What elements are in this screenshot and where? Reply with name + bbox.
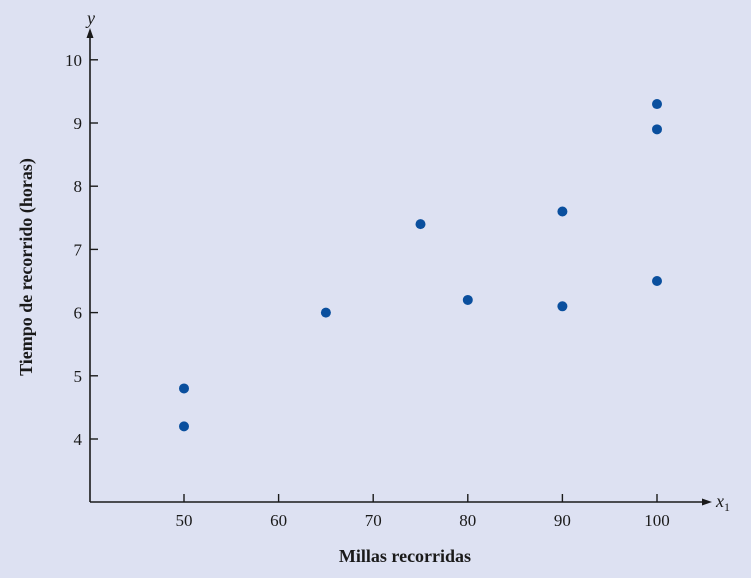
x-axis-variable: x [715,491,724,511]
y-tick-label: 8 [74,177,83,196]
x-tick-label: 100 [644,511,670,530]
x-axis-arrow [702,498,712,506]
data-point [557,206,568,217]
data-point [557,301,568,312]
y-tick-label: 7 [74,240,83,259]
data-point [179,383,189,394]
data-point [462,294,473,305]
y-tick-label: 9 [74,114,83,133]
x-axis-variable-subscript: 1 [724,500,730,514]
data-point [179,421,189,432]
x-axis-title: Millas recorridas [339,546,471,566]
x-tick-label: 70 [365,511,382,530]
data-point [652,124,662,135]
x-tick-label: 80 [459,511,476,530]
y-axis-arrow [86,28,94,38]
y-tick-label: 4 [74,430,83,449]
x-axis-variable-group: x1 [715,491,730,514]
data-point [320,307,331,318]
data-point [652,99,662,110]
x-tick-label: 90 [554,511,571,530]
y-tick-label: 10 [65,51,82,70]
x-tick-label: 60 [270,511,287,530]
data-points [179,99,662,432]
y-tick-label: 5 [74,367,83,386]
data-point [415,219,426,230]
y-axis-variable: y [85,8,95,28]
y-axis-title: Tiempo de recorrido (horas) [16,158,37,376]
x-ticks: 50 60 70 80 90 100 [176,494,670,530]
data-point [652,276,662,286]
x-tick-label: 50 [176,511,193,530]
y-tick-label: 6 [74,304,83,323]
y-ticks: 4 5 6 7 8 9 10 [65,51,98,449]
